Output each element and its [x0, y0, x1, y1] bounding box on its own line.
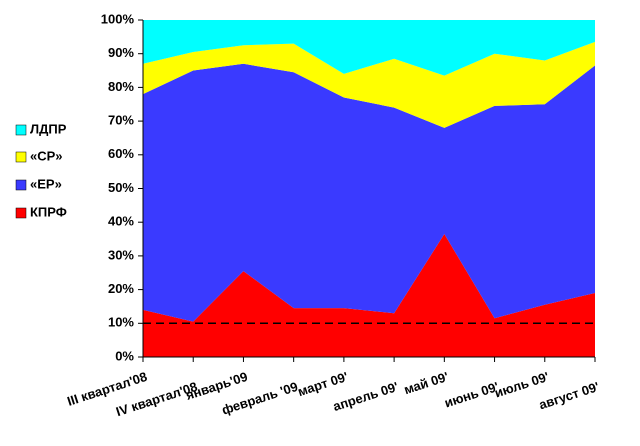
y-tick-label: 20%: [108, 281, 134, 296]
legend-swatch: [15, 207, 27, 219]
area: [143, 63, 595, 322]
y-tick-label: 40%: [108, 214, 134, 229]
y-tick-label: 10%: [108, 315, 134, 330]
legend-swatch: [15, 179, 27, 191]
x-tick-label: июнь 09': [443, 379, 501, 411]
y-tick-label: 80%: [108, 79, 134, 94]
area: [143, 233, 595, 357]
legend-label: «ЕР»: [30, 176, 62, 191]
x-tick-label: март 09': [296, 369, 350, 399]
area: [143, 20, 595, 76]
area: [143, 41, 595, 128]
y-tick-label: 90%: [108, 45, 134, 60]
x-tick-label: май 09': [402, 369, 450, 397]
y-tick-label: 30%: [108, 247, 134, 262]
y-tick-label: 70%: [108, 113, 134, 128]
legend-label: ЛДПР: [30, 121, 67, 136]
legend-label: КПРФ: [30, 204, 67, 219]
legend-swatch: [15, 124, 27, 136]
y-tick-label: 60%: [108, 146, 134, 161]
legend-swatch: [15, 151, 27, 163]
legend-label: «СР»: [30, 148, 63, 163]
y-tick-label: 0%: [115, 348, 134, 363]
y-tick-label: 50%: [108, 180, 134, 195]
y-tick-label: 100%: [101, 11, 135, 26]
